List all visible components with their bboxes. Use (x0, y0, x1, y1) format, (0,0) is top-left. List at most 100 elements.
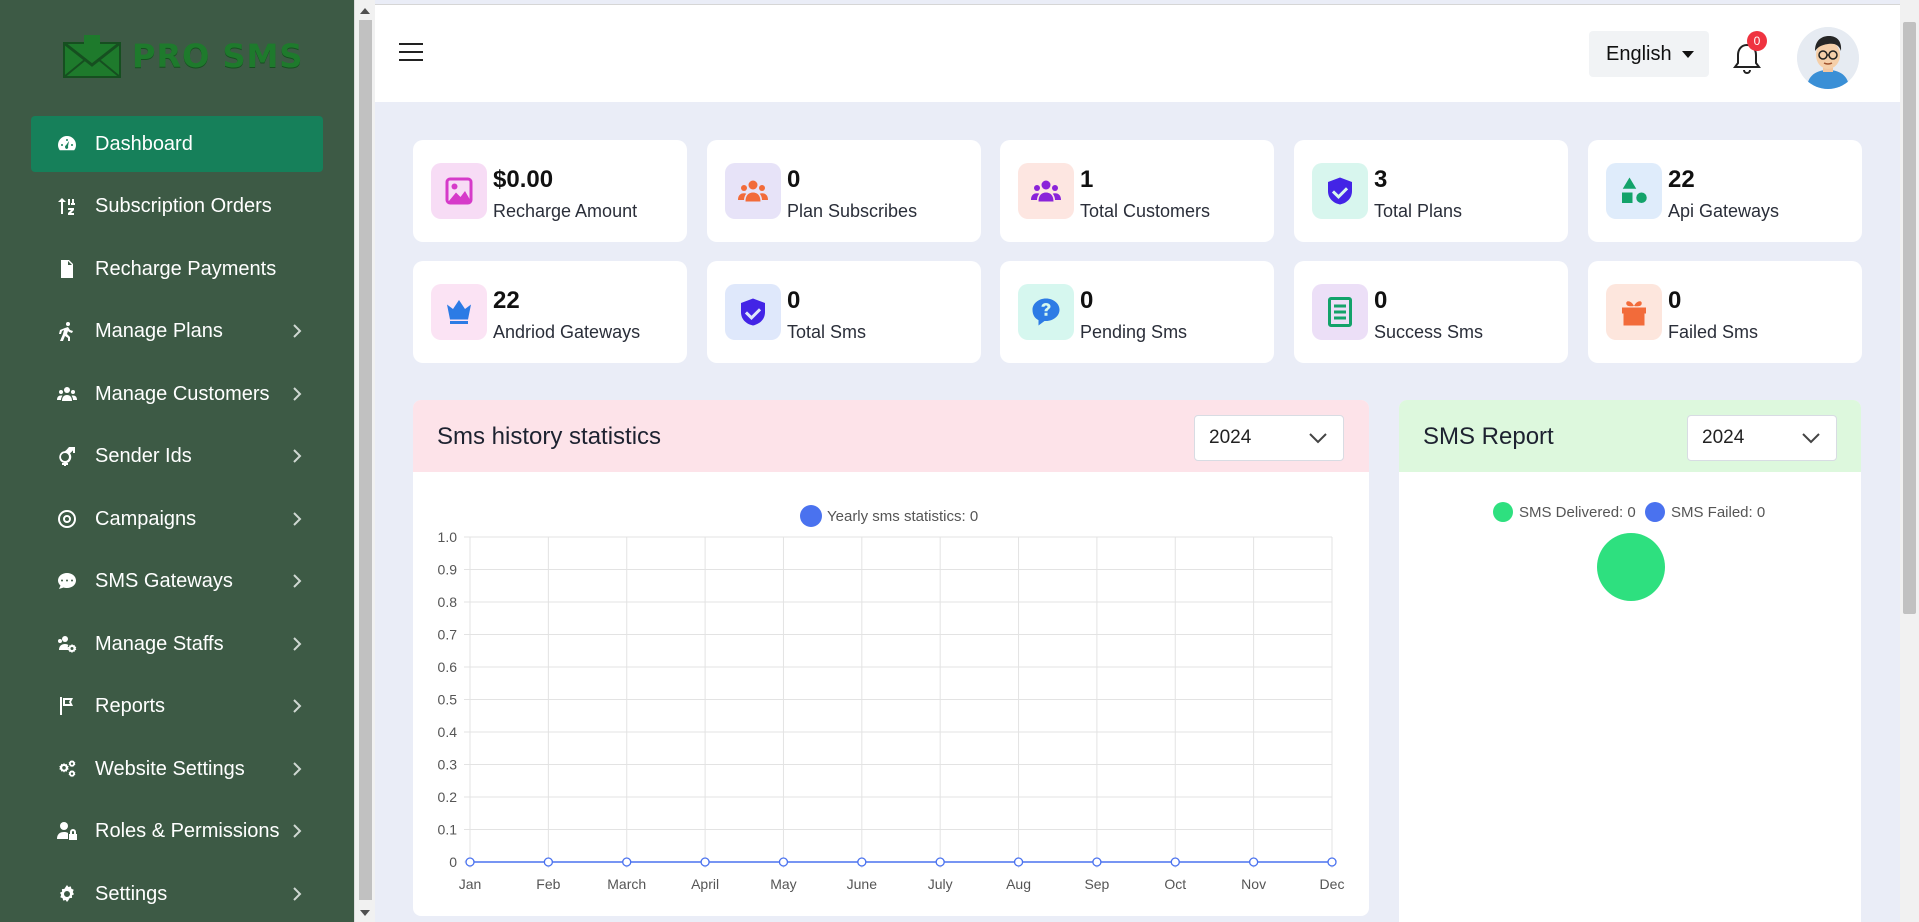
sidebar-item-roles-permissions[interactable]: Roles & Permissions (31, 803, 323, 859)
y-tick-label: 0.7 (438, 627, 458, 643)
brand-logo[interactable]: PRO SMS (62, 30, 303, 82)
stat-card-recharge-amount[interactable]: $0.00 Recharge Amount (413, 140, 687, 242)
sidebar-item-label: SMS Gateways (95, 569, 233, 592)
sidebar-item-website-settings[interactable]: Website Settings (31, 741, 323, 797)
user-avatar[interactable] (1797, 27, 1859, 89)
sidebar-item-recharge-payments[interactable]: Recharge Payments (31, 241, 323, 297)
sidebar-item-manage-plans[interactable]: Manage Plans (31, 303, 323, 359)
stat-label: Recharge Amount (493, 201, 638, 221)
data-point (622, 857, 632, 867)
chevron-down-icon (1309, 433, 1327, 444)
stat-card-pending-sms[interactable]: 0 Pending Sms (1000, 261, 1274, 363)
x-tick-label: Nov (1241, 876, 1266, 892)
stat-card-failed-sms[interactable]: 0 Failed Sms (1588, 261, 1862, 363)
cogs-icon (55, 757, 79, 781)
x-tick-label: June (847, 876, 878, 892)
data-point (1170, 857, 1180, 867)
sidebar-item-subscription-orders[interactable]: Subscription Orders (31, 178, 323, 234)
crown-icon (431, 284, 487, 340)
sidebar-item-label: Roles & Permissions (95, 819, 280, 842)
x-tick-label: Feb (536, 876, 560, 892)
top-header: English 0 (375, 4, 1900, 102)
stat-card-total-plans[interactable]: 3 Total Plans (1294, 140, 1568, 242)
stat-value: 3 (1374, 166, 1388, 193)
stat-value: 0 (787, 166, 801, 193)
stat-card-success-sms[interactable]: 0 Success Sms (1294, 261, 1568, 363)
sidebar-item-label: Reports (95, 694, 166, 717)
y-tick-label: 0.9 (438, 562, 458, 578)
sidebar: PRO SMS Dashboard Subscription Orders Rech… (0, 0, 354, 922)
data-point (465, 857, 475, 867)
language-dropdown[interactable]: English (1589, 31, 1709, 77)
report-year-select[interactable]: 2024 (1687, 415, 1837, 461)
y-tick-label: 0.1 (438, 822, 458, 838)
data-point (1092, 857, 1102, 867)
stat-value: 0 (787, 287, 801, 314)
chevron-right-icon (289, 322, 305, 338)
stat-value: 22 (1668, 166, 1695, 193)
dashboard-icon (55, 132, 79, 156)
stat-card-andriod-gateways[interactable]: 22 Andriod Gateways (413, 261, 687, 363)
legend-label: SMS Failed: 0 (1671, 504, 1765, 521)
history-year-value: 2024 (1209, 427, 1252, 448)
sort-icon (55, 194, 79, 218)
sidebar-item-label: Subscription Orders (95, 194, 272, 217)
stat-card-plan-subscribes[interactable]: 0 Plan Subscribes (707, 140, 981, 242)
sidebar-item-dashboard[interactable]: Dashboard (31, 116, 323, 172)
scroll-down-arrow-icon[interactable] (360, 910, 370, 916)
sidebar-item-label: Manage Customers (95, 382, 270, 405)
stat-label: Total Sms (787, 322, 867, 342)
y-tick-label: 0.8 (438, 594, 458, 610)
stat-card-total-sms[interactable]: 0 Total Sms (707, 261, 981, 363)
legend-swatch (1493, 502, 1513, 522)
sidebar-item-label: Settings (95, 882, 168, 905)
stat-label: Total Customers (1080, 201, 1211, 221)
stat-value: $0.00 (493, 166, 554, 193)
stat-value: 1 (1080, 166, 1094, 193)
report-year-value: 2024 (1702, 427, 1745, 448)
sidebar-item-settings[interactable]: Settings (31, 866, 323, 922)
sidebar-item-label: Campaigns (95, 507, 197, 530)
chevron-right-icon (289, 760, 305, 776)
sidebar-item-manage-staffs[interactable]: Manage Staffs (31, 616, 323, 672)
sidebar-item-sms-gateways[interactable]: SMS Gateways (31, 553, 323, 609)
data-point (935, 857, 945, 867)
hamburger-menu-icon[interactable] (399, 43, 423, 63)
stat-label: Failed Sms (1668, 322, 1759, 342)
sidebar-item-reports[interactable]: Reports (31, 678, 323, 734)
x-tick-label: July (928, 876, 953, 892)
legend-swatch (1645, 502, 1665, 522)
y-tick-label: 0.2 (438, 789, 458, 805)
legend-label: Yearly sms statistics: 0 (827, 508, 978, 525)
brand-name: PRO SMS (132, 37, 304, 75)
sidebar-item-sender-ids[interactable]: Sender Ids (31, 428, 323, 484)
shapes-icon (1606, 163, 1662, 219)
x-tick-label: Sep (1084, 876, 1109, 892)
sms-report-title: SMS Report (1423, 423, 1554, 450)
users-cog-icon (55, 632, 79, 656)
sidebar-item-label: Manage Staffs (95, 632, 224, 655)
x-tick-label: Jan (459, 876, 482, 892)
scrollbar-thumb[interactable] (1903, 22, 1916, 614)
envelope-logo-icon (63, 35, 121, 78)
sidebar-item-label: Dashboard (95, 132, 193, 155)
sidebar-scrollbar[interactable] (354, 0, 375, 922)
scroll-up-arrow-icon[interactable] (360, 8, 370, 14)
data-point (543, 857, 554, 867)
sidebar-item-campaigns[interactable]: Campaigns (31, 491, 323, 547)
sidebar-item-manage-customers[interactable]: Manage Customers (31, 366, 323, 422)
image-icon (431, 163, 487, 219)
question-bubble-icon (1018, 284, 1074, 340)
y-tick-label: 0.6 (438, 659, 458, 675)
chevron-right-icon (289, 697, 305, 713)
sidebar-item-label: Recharge Payments (95, 257, 277, 280)
stat-card-total-customers[interactable]: 1 Total Customers (1000, 140, 1274, 242)
shield-check-icon (1312, 163, 1368, 219)
stat-card-api-gateways[interactable]: 22 Api Gateways (1588, 140, 1862, 242)
page-scrollbar[interactable] (1900, 0, 1919, 922)
history-year-select[interactable]: 2024 (1194, 415, 1344, 461)
scrollbar-thumb[interactable] (359, 20, 372, 900)
stat-value: 0 (1080, 287, 1094, 314)
sms-history-panel-header: Sms history statistics 2024 (413, 400, 1369, 472)
x-tick-label: Aug (1006, 876, 1031, 892)
